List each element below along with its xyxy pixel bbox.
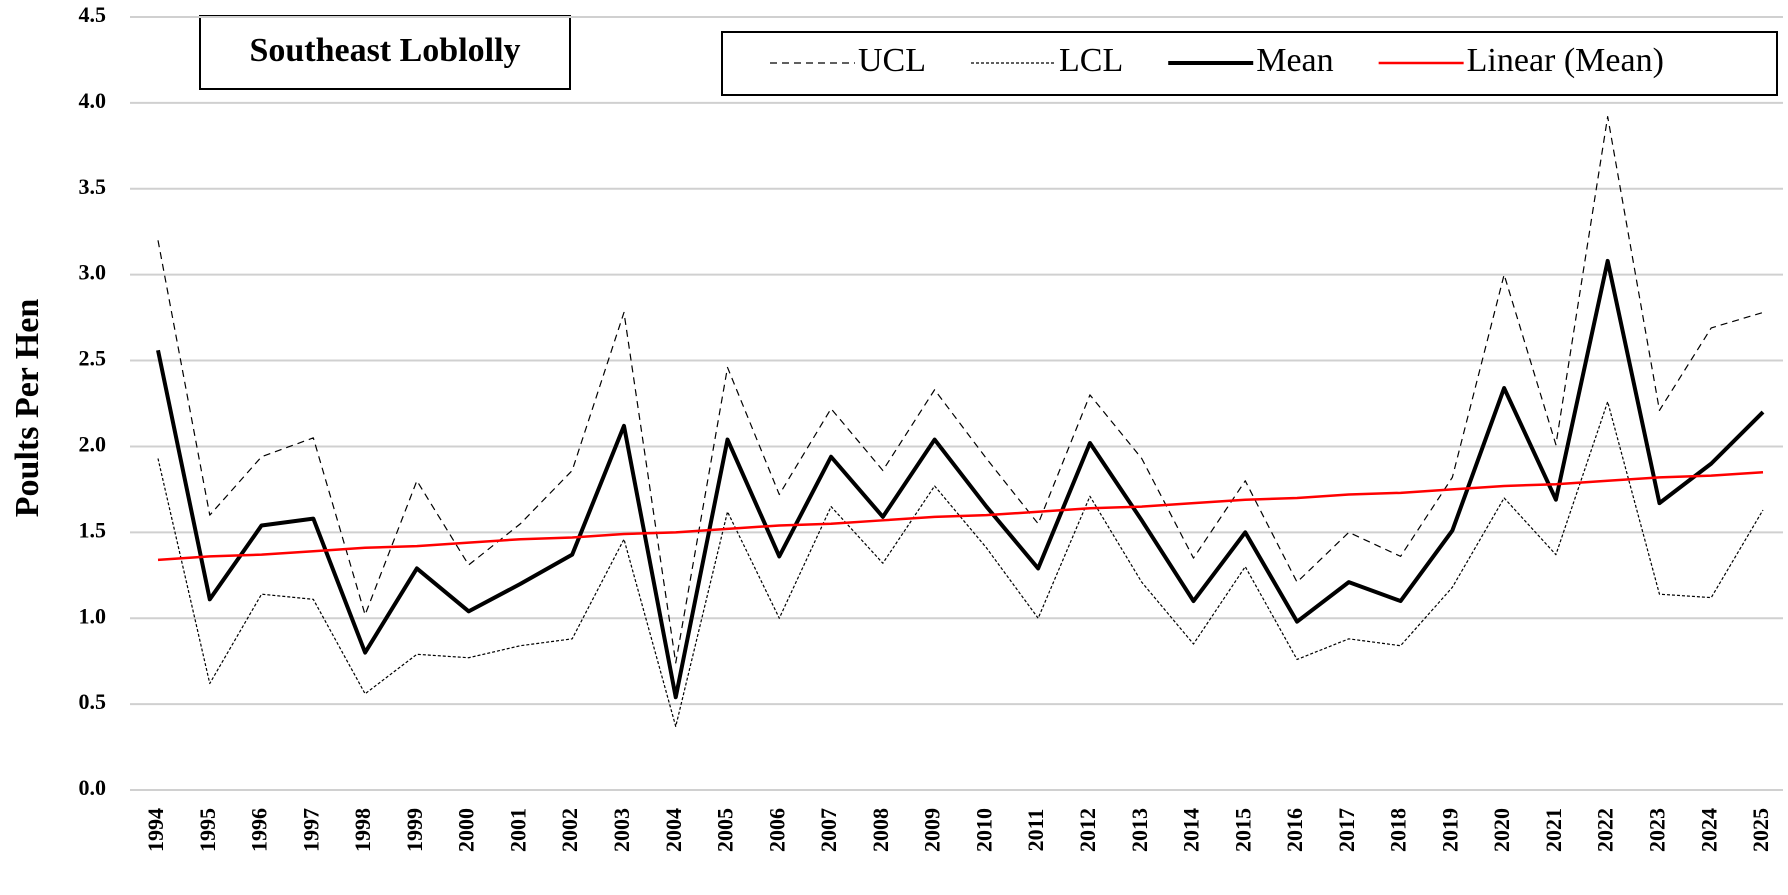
series-line: [157, 116, 1764, 664]
x-tick-label: 2012: [1075, 808, 1100, 852]
x-tick-label: 2019: [1437, 808, 1462, 852]
x-tick-label: 2006: [764, 808, 789, 852]
x-tick-label: 2011: [1023, 809, 1048, 852]
y-tick-label: 2.5: [79, 346, 107, 371]
x-tick-label: 2015: [1230, 808, 1255, 852]
series-line: [156, 258, 1765, 700]
x-tick-label: 2016: [1282, 808, 1307, 852]
x-tick-label: 2017: [1334, 808, 1359, 852]
legend-label: UCL: [858, 42, 926, 79]
x-tick-label: 1994: [143, 808, 168, 852]
y-tick-label: 4.5: [79, 2, 107, 27]
y-tick-label: 2.0: [79, 431, 107, 456]
x-tick-label: 2005: [713, 808, 738, 852]
legend-label: LCL: [1059, 42, 1123, 79]
grid: [130, 16, 1783, 791]
x-tick-label: 2023: [1644, 808, 1669, 852]
series-line: [157, 470, 1764, 562]
y-tick-label: 4.0: [79, 88, 107, 113]
legend-label: Linear (Mean): [1467, 42, 1664, 79]
x-tick-label: 2000: [454, 808, 479, 852]
x-tick-label: 2004: [661, 808, 686, 852]
x-tick-label: 2024: [1696, 808, 1721, 852]
x-tick-label: 1995: [195, 808, 220, 852]
x-tick-label: 1996: [247, 808, 272, 852]
x-tick-label: 2013: [1127, 808, 1152, 852]
y-tick-label: 3.5: [79, 174, 107, 199]
y-tick-label: 0.5: [79, 689, 107, 714]
x-tick-label: 2018: [1386, 808, 1411, 852]
x-tick-label: 1997: [298, 808, 323, 852]
y-tick-label: 0.0: [79, 775, 107, 800]
y-tick-label: 3.0: [79, 260, 107, 285]
x-tick-label: 2008: [868, 808, 893, 852]
x-tick-label: 2021: [1541, 808, 1566, 852]
x-tick-label: 2022: [1593, 808, 1618, 852]
x-tick-label: 2010: [971, 808, 996, 852]
y-axis-label: Poults Per Hen: [9, 299, 46, 518]
x-tick-label: 2003: [609, 808, 634, 852]
y-tick-label: 1.0: [79, 603, 107, 628]
legend-box: [721, 31, 1778, 96]
chart-title: Southeast Loblolly: [249, 32, 520, 69]
x-tick-label: 2025: [1748, 808, 1773, 852]
x-tick-label: 1998: [350, 808, 375, 852]
x-tick-label: 2009: [920, 808, 945, 852]
x-tick-label: 2020: [1489, 808, 1514, 852]
series-line: [157, 401, 1764, 728]
x-tick-label: 2001: [505, 808, 530, 852]
legend: UCL LCL Mean Linear (Mean): [721, 31, 1778, 96]
x-tick-label: 2014: [1179, 808, 1204, 852]
legend-label: Mean: [1256, 42, 1333, 79]
y-tick-label: 1.5: [79, 517, 107, 542]
x-tick-label: 1999: [402, 808, 427, 852]
x-tick-label: 2002: [557, 808, 582, 852]
x-tick-label: 2007: [816, 808, 841, 852]
